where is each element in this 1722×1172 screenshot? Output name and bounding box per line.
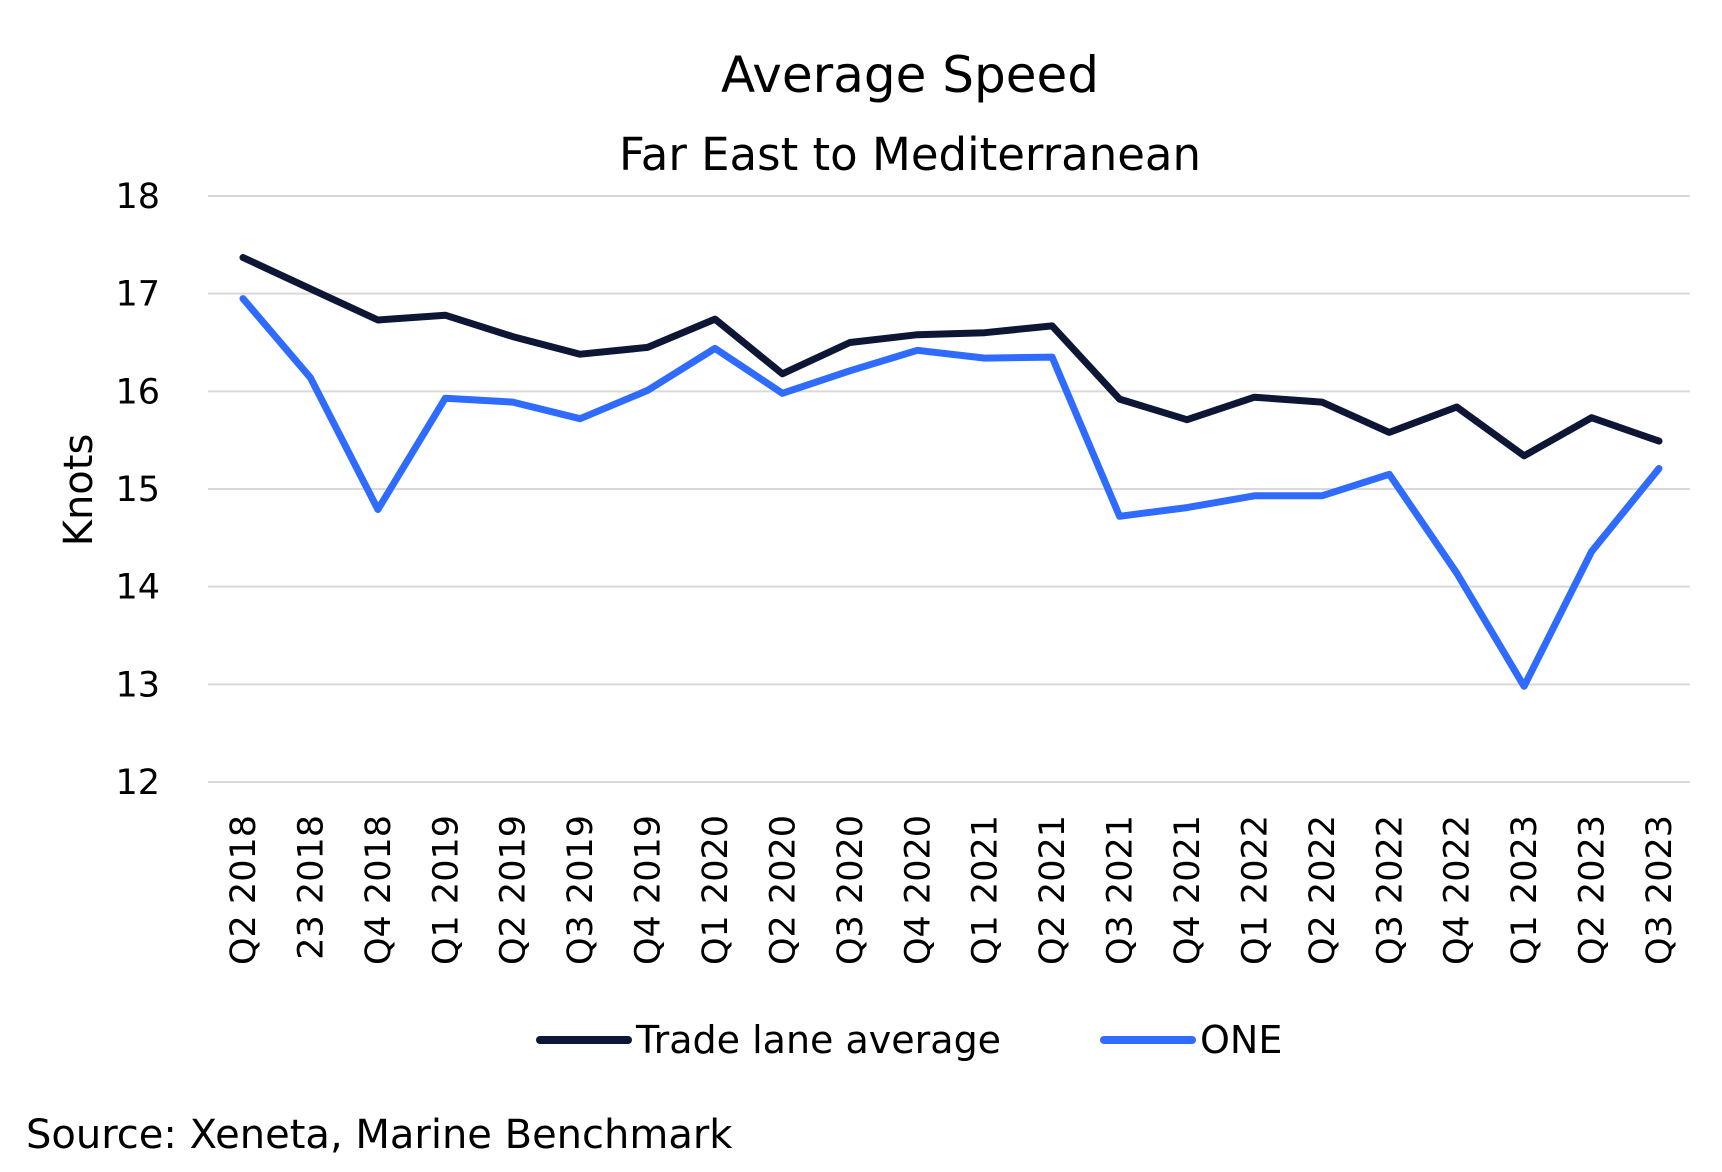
x-tick-label: Q3 2022	[1370, 815, 1410, 965]
legend: Trade lane average ONE	[536, 1018, 1282, 1062]
x-tick-label: Q2 2018	[224, 815, 264, 965]
x-tick-label: Q2 2022	[1303, 815, 1343, 965]
source-note: Source: Xeneta, Marine Benchmark	[26, 1112, 733, 1158]
x-tick-label: Q4 2022	[1438, 815, 1478, 965]
x-tick-label: Q1 2022	[1235, 815, 1275, 965]
y-tick-label: 16	[115, 372, 160, 412]
y-tick-label: 12	[115, 763, 160, 803]
y-tick-label: 17	[115, 275, 160, 315]
y-tick-label: 18	[115, 177, 160, 217]
legend-label-trade-lane-average: Trade lane average	[635, 1018, 1001, 1062]
x-axis-ticks: Q2 2018 23 2018 Q4 2018 Q1 2019 Q2 2019 Q3 20…	[224, 815, 1680, 965]
x-tick-label: Q2 2020	[763, 815, 803, 965]
y-axis-label: Knots	[56, 434, 102, 547]
x-tick-label: Q1 2019	[426, 815, 466, 965]
x-tick-label: 23 2018	[291, 815, 331, 960]
series-line-one	[239, 295, 1663, 690]
y-tick-label: 14	[115, 568, 160, 608]
x-tick-label: Q3 2019	[561, 815, 601, 965]
x-tick-label: Q4 2018	[359, 815, 399, 965]
gridlines	[208, 195, 1690, 783]
x-tick-label: Q3 2020	[831, 815, 871, 965]
x-tick-label: Q4 2020	[898, 815, 938, 965]
legend-label-one: ONE	[1200, 1018, 1282, 1062]
x-tick-label: Q3 2021	[1101, 815, 1141, 965]
chart-subtitle: Far East to Mediterranean	[619, 128, 1201, 181]
x-tick-label: Q1 2023	[1505, 815, 1545, 965]
x-tick-label: Q3 2023	[1640, 815, 1680, 965]
y-tick-label: 15	[115, 470, 160, 510]
x-tick-label: Q2 2019	[494, 815, 534, 965]
x-tick-label: Q1 2021	[966, 815, 1006, 965]
x-tick-label: Q2 2023	[1573, 815, 1613, 965]
series-line-trade-lane-average	[239, 254, 1663, 460]
y-tick-label: 13	[115, 665, 160, 705]
x-tick-label: Q1 2020	[696, 815, 736, 965]
x-tick-label: Q4 2019	[629, 815, 669, 965]
x-tick-label: Q2 2021	[1033, 815, 1073, 965]
chart-title: Average Speed	[721, 46, 1099, 104]
series-lines	[239, 254, 1663, 690]
x-tick-label: Q4 2021	[1168, 815, 1208, 965]
y-axis-ticks: 12 13 14 15 16 17 18	[115, 177, 160, 803]
